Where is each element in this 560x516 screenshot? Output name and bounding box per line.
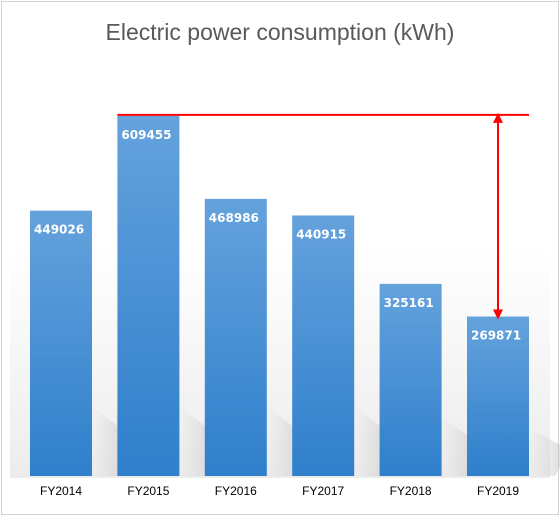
x-tick-FY2018: FY2018	[390, 484, 432, 498]
bar-FY2014	[30, 210, 92, 477]
x-tick-FY2019: FY2019	[477, 484, 519, 498]
bar-FY2017	[292, 215, 355, 476]
bar-FY2019	[467, 316, 529, 476]
data-label-FY2015: 609455	[121, 128, 171, 142]
bar-FY2016	[204, 198, 267, 477]
bar-FY2015	[117, 115, 180, 477]
data-label-FY2018: 325161	[384, 296, 434, 310]
data-label-FY2019: 269871	[471, 329, 521, 343]
x-tick-FY2015: FY2015	[127, 484, 169, 498]
data-label-FY2017: 440915	[296, 227, 346, 241]
x-tick-FY2017: FY2017	[302, 484, 344, 498]
bar-FY2018	[379, 283, 442, 476]
chart-title: Electric power consumption (kWh)	[105, 19, 455, 45]
data-label-FY2016: 468986	[209, 211, 259, 225]
data-label-FY2014: 449026	[34, 223, 84, 237]
plot-area	[10, 60, 550, 478]
x-tick-FY2016: FY2016	[215, 484, 257, 498]
x-tick-FY2014: FY2014	[40, 484, 82, 498]
bar-shadow-FY2019	[529, 428, 560, 476]
